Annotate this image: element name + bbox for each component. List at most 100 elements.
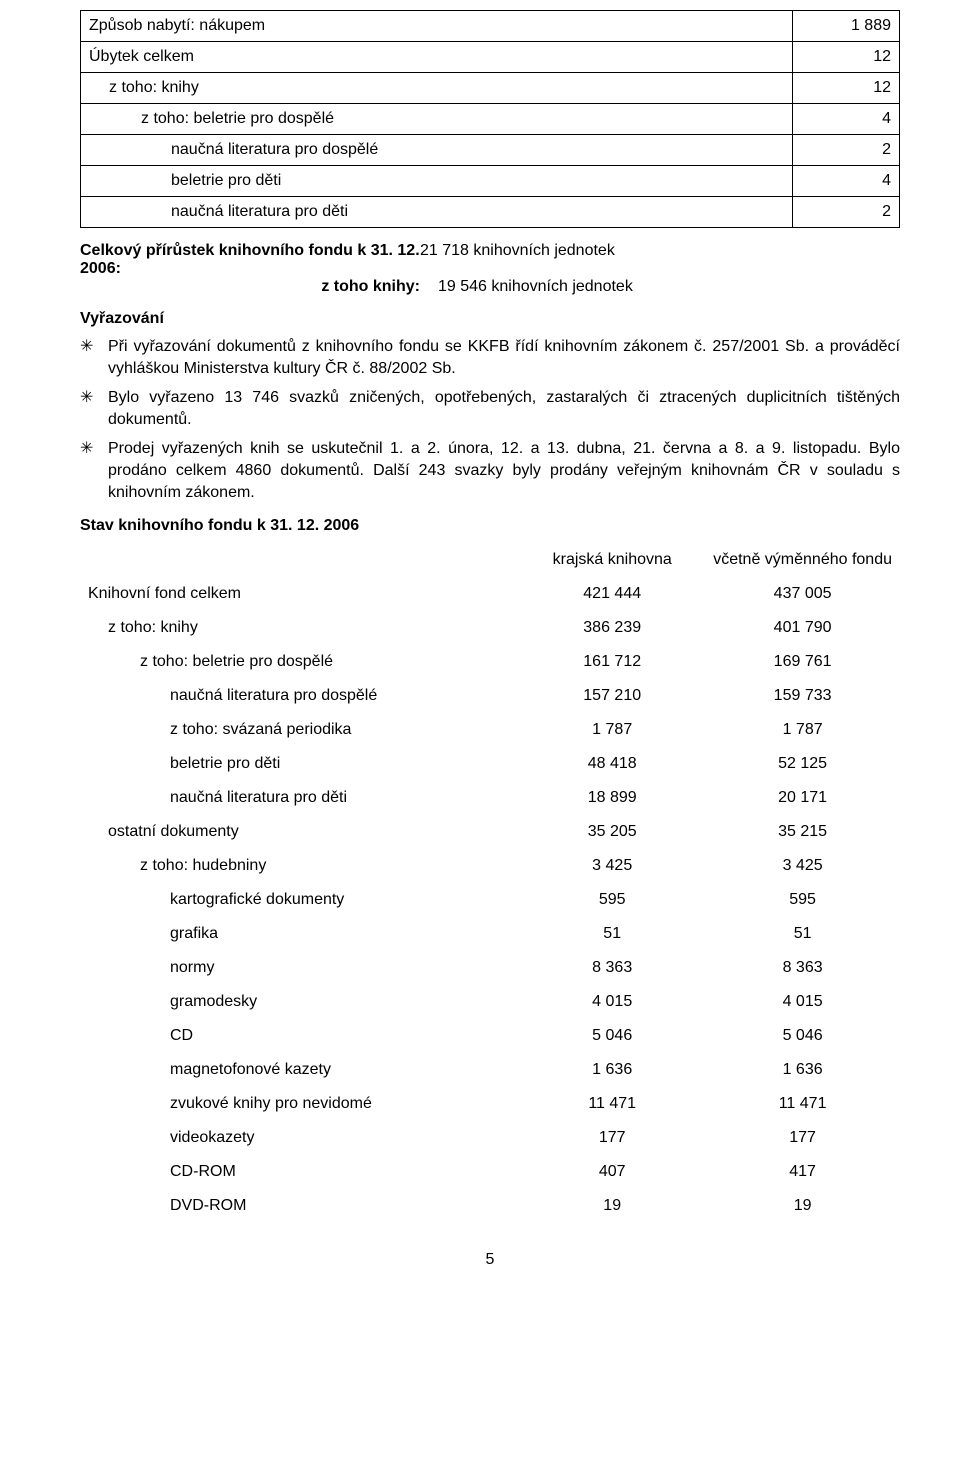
- row-label: CD: [80, 1019, 519, 1053]
- row-value-1: 48 418: [519, 747, 705, 781]
- fund-status-table: krajská knihovna včetně výměnného fondu …: [80, 543, 900, 1223]
- row-label: z toho: knihy: [81, 73, 793, 104]
- table-row: naučná literatura pro děti2: [81, 197, 900, 228]
- row-label: z toho: beletrie pro dospělé: [80, 645, 519, 679]
- row-label: Způsob nabytí: nákupem: [81, 11, 793, 42]
- row-value-2: 437 005: [705, 577, 900, 611]
- row-value-2: 169 761: [705, 645, 900, 679]
- row-value-2: 401 790: [705, 611, 900, 645]
- row-value-2: 1 636: [705, 1053, 900, 1087]
- table-row: CD-ROM407417: [80, 1155, 900, 1189]
- row-value-1: 5 046: [519, 1019, 705, 1053]
- row-label: naučná literatura pro dospělé: [81, 135, 793, 166]
- row-value-2: 11 471: [705, 1087, 900, 1121]
- page-number: 5: [80, 1251, 900, 1269]
- page: Způsob nabytí: nákupem1 889Úbytek celkem…: [0, 0, 960, 1299]
- growth-line2-left: z toho knihy:: [80, 278, 438, 296]
- table-row: z toho: beletrie pro dospělé161 712169 7…: [80, 645, 900, 679]
- row-value-2: 35 215: [705, 815, 900, 849]
- row-value-1: 407: [519, 1155, 705, 1189]
- bullet-marker-icon: ✳: [80, 438, 108, 503]
- row-value-1: 3 425: [519, 849, 705, 883]
- list-item: ✳Při vyřazování dokumentů z knihovního f…: [80, 336, 900, 379]
- growth-line1-left: Celkový přírůstek knihovního fondu k 31.…: [80, 242, 420, 278]
- row-value-1: 421 444: [519, 577, 705, 611]
- row-value: 1 889: [793, 11, 900, 42]
- row-value-1: 1 787: [519, 713, 705, 747]
- table-row: Knihovní fond celkem421 444437 005: [80, 577, 900, 611]
- row-label: z toho: beletrie pro dospělé: [81, 104, 793, 135]
- row-value-1: 177: [519, 1121, 705, 1155]
- table-row: naučná literatura pro dospělé157 210159 …: [80, 679, 900, 713]
- table-row: videokazety177177: [80, 1121, 900, 1155]
- bullet-text: Při vyřazování dokumentů z knihovního fo…: [108, 336, 900, 379]
- row-label: z toho: knihy: [80, 611, 519, 645]
- bullet-marker-icon: ✳: [80, 387, 108, 430]
- table-row: z toho: knihy12: [81, 73, 900, 104]
- row-value-2: 1 787: [705, 713, 900, 747]
- row-value: 2: [793, 197, 900, 228]
- row-value-2: 4 015: [705, 985, 900, 1019]
- row-label: gramodesky: [80, 985, 519, 1019]
- row-value-2: 595: [705, 883, 900, 917]
- row-value-1: 35 205: [519, 815, 705, 849]
- table-header-row: krajská knihovna včetně výměnného fondu: [80, 543, 900, 577]
- row-label: beletrie pro děti: [81, 166, 793, 197]
- table-row: magnetofonové kazety1 6361 636: [80, 1053, 900, 1087]
- row-value: 12: [793, 73, 900, 104]
- row-label: beletrie pro děti: [80, 747, 519, 781]
- table-row: z toho: svázaná periodika1 7871 787: [80, 713, 900, 747]
- table-row: DVD-ROM1919: [80, 1189, 900, 1223]
- row-label: magnetofonové kazety: [80, 1053, 519, 1087]
- row-value-2: 417: [705, 1155, 900, 1189]
- table-row: Způsob nabytí: nákupem1 889: [81, 11, 900, 42]
- stav-heading: Stav knihovního fondu k 31. 12. 2006: [80, 517, 900, 535]
- row-label: kartografické dokumenty: [80, 883, 519, 917]
- row-value-2: 51: [705, 917, 900, 951]
- table-header-col1: krajská knihovna: [519, 543, 705, 577]
- table-row: gramodesky4 0154 015: [80, 985, 900, 1019]
- row-value: 12: [793, 42, 900, 73]
- row-value-2: 159 733: [705, 679, 900, 713]
- row-value: 4: [793, 104, 900, 135]
- row-label: z toho: hudebniny: [80, 849, 519, 883]
- row-value-2: 20 171: [705, 781, 900, 815]
- list-item: ✳Bylo vyřazeno 13 746 svazků zničených, …: [80, 387, 900, 430]
- row-value-2: 8 363: [705, 951, 900, 985]
- row-value-1: 161 712: [519, 645, 705, 679]
- bullet-marker-icon: ✳: [80, 336, 108, 379]
- table-row: normy8 3638 363: [80, 951, 900, 985]
- list-item: ✳Prodej vyřazených knih se uskutečnil 1.…: [80, 438, 900, 503]
- row-label: zvukové knihy pro nevidomé: [80, 1087, 519, 1121]
- bullet-list: ✳Při vyřazování dokumentů z knihovního f…: [80, 336, 900, 503]
- table-row: z toho: hudebniny3 4253 425: [80, 849, 900, 883]
- row-label: z toho: svázaná periodika: [80, 713, 519, 747]
- row-value-2: 5 046: [705, 1019, 900, 1053]
- row-label: Knihovní fond celkem: [80, 577, 519, 611]
- row-label: naučná literatura pro děti: [80, 781, 519, 815]
- row-value-2: 177: [705, 1121, 900, 1155]
- table-header-empty: [80, 543, 519, 577]
- acquisition-table: Způsob nabytí: nákupem1 889Úbytek celkem…: [80, 10, 900, 228]
- row-label: grafika: [80, 917, 519, 951]
- row-value-1: 11 471: [519, 1087, 705, 1121]
- table-row: grafika5151: [80, 917, 900, 951]
- growth-block: Celkový přírůstek knihovního fondu k 31.…: [80, 242, 900, 296]
- row-label: videokazety: [80, 1121, 519, 1155]
- bullet-text: Bylo vyřazeno 13 746 svazků zničených, o…: [108, 387, 900, 430]
- row-label: normy: [80, 951, 519, 985]
- row-value-1: 157 210: [519, 679, 705, 713]
- row-label: naučná literatura pro děti: [81, 197, 793, 228]
- row-value-1: 386 239: [519, 611, 705, 645]
- row-value: 4: [793, 166, 900, 197]
- row-label: CD-ROM: [80, 1155, 519, 1189]
- table-row: Úbytek celkem12: [81, 42, 900, 73]
- row-value-1: 51: [519, 917, 705, 951]
- table-row: ostatní dokumenty35 20535 215: [80, 815, 900, 849]
- table-row: z toho: knihy386 239401 790: [80, 611, 900, 645]
- table-row: beletrie pro děti48 41852 125: [80, 747, 900, 781]
- vyrazovani-heading: Vyřazování: [80, 310, 900, 328]
- table-row: naučná literatura pro dospělé2: [81, 135, 900, 166]
- growth-line1-right: 21 718 knihovních jednotek: [420, 242, 900, 278]
- row-value-1: 595: [519, 883, 705, 917]
